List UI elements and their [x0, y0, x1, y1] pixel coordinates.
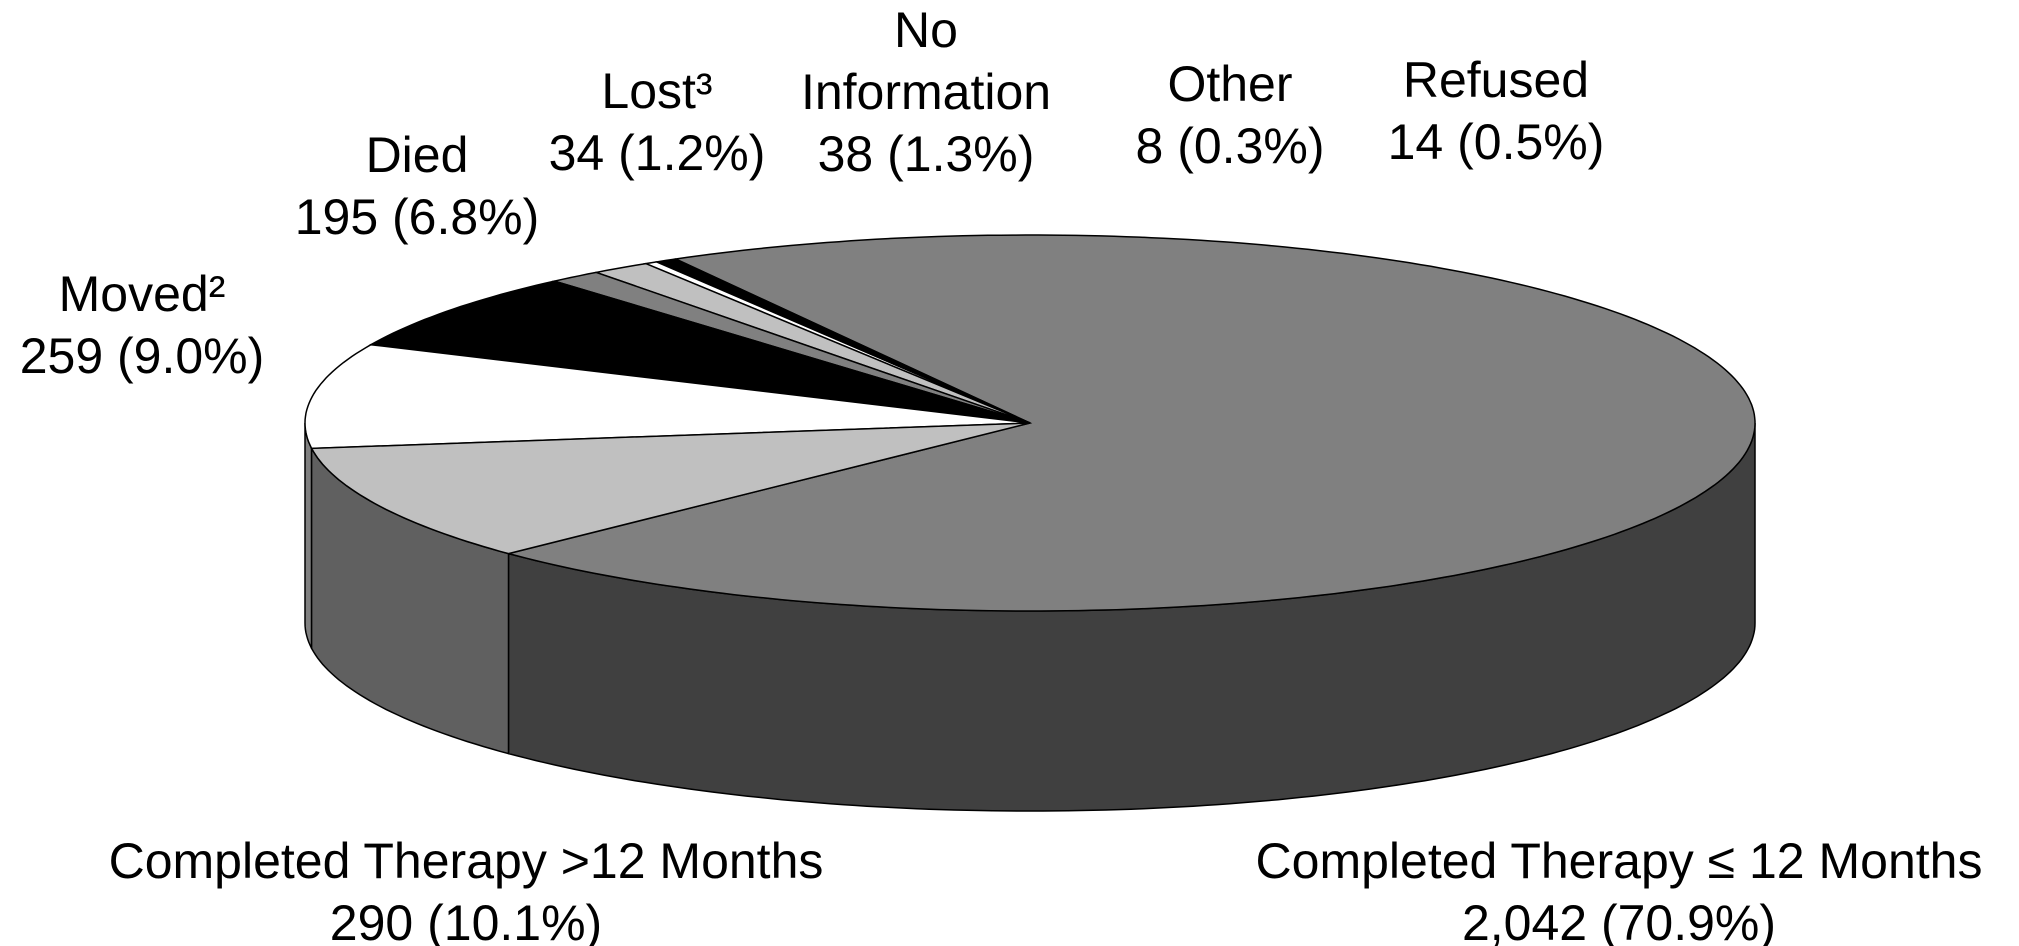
label-value: 8 (0.3%)	[1135, 118, 1325, 174]
slice-label: Completed Therapy ≤ 12 Months 2,042 (70.9…	[1256, 830, 1983, 946]
label-value: 195 (6.8%)	[294, 189, 540, 245]
slice-label: Moved² 259 (9.0%)	[20, 263, 265, 387]
slice	[508, 234, 1756, 612]
slice-label: Lost³ 34 (1.2%)	[549, 60, 766, 184]
slice	[368, 280, 1031, 424]
tops	[304, 234, 1756, 612]
slice-label: Other 8 (0.3%)	[1136, 53, 1325, 177]
label-value: 34 (1.2%)	[548, 125, 766, 181]
slice-label: Died 195 (6.8%)	[295, 124, 540, 248]
label-value: 2,042 (70.9%)	[1461, 895, 1777, 946]
label-value: 38 (1.3%)	[817, 126, 1035, 182]
label-name: Lost³	[601, 63, 713, 119]
label-value: 259 (9.0%)	[19, 328, 265, 384]
label-value: 290 (10.1%)	[329, 895, 603, 946]
label-name: Completed Therapy ≤ 12 Months	[1255, 833, 1983, 889]
label-name: Refused	[1402, 52, 1590, 108]
slice-label: Refused 14 (0.5%)	[1388, 49, 1605, 173]
slice	[310, 422, 1031, 555]
label-name: No Information	[800, 2, 1052, 120]
slice-side	[304, 422, 313, 649]
label-name: Other	[1167, 56, 1293, 112]
slice-label: No Information 38 (1.3%)	[766, 0, 1086, 185]
slice	[304, 343, 1031, 450]
label-name: Moved²	[58, 266, 226, 322]
label-value: 14 (0.5%)	[1387, 114, 1605, 170]
slice-label: Completed Therapy >12 Months 290 (10.1%)	[109, 830, 824, 946]
label-name: Completed Therapy >12 Months	[108, 833, 824, 889]
label-name: Died	[365, 127, 469, 183]
slice	[593, 262, 1031, 424]
